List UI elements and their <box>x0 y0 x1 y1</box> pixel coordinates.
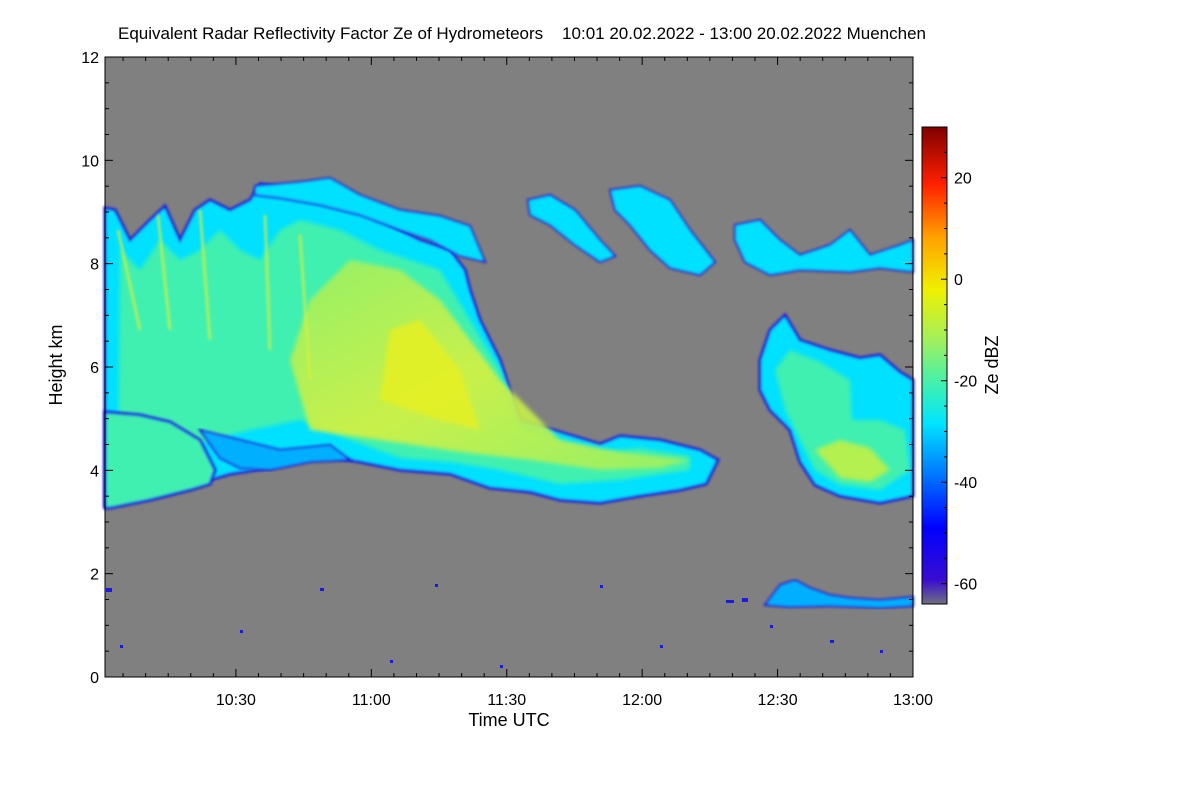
x-axis-label: Time UTC <box>468 710 549 730</box>
echo-main-cloud <box>103 182 720 509</box>
colorbar-label: Ze dBZ <box>982 335 1002 394</box>
colorbar-tick-label: 0 <box>954 272 963 289</box>
colorbar-ticks: 20 0 -20 -40 -60 <box>941 126 977 594</box>
y-tick-label: 4 <box>90 463 99 480</box>
x-tick-label: 13:00 <box>893 692 933 709</box>
x-tick-label: 12:00 <box>622 692 662 709</box>
y-tick-label: 12 <box>81 50 99 67</box>
y-tick-label: 6 <box>90 360 99 377</box>
chart-title: Equivalent Radar Reflectivity Factor Ze … <box>118 24 926 43</box>
echo-cirrus <box>254 176 914 277</box>
y-tick-label: 10 <box>81 153 99 170</box>
x-tick-label: 12:30 <box>758 692 798 709</box>
y-axis-label: Height km <box>46 324 66 405</box>
echo-low-level <box>106 578 914 668</box>
colorbar <box>921 126 948 605</box>
x-tick-label: 11:00 <box>352 692 391 709</box>
y-tick-label: 0 <box>90 670 99 687</box>
colorbar-tick-label: 20 <box>954 171 972 188</box>
x-axis: 10:30 11:00 11:30 12:00 12:30 13:00 <box>122 57 933 709</box>
y-axis: 0 2 4 6 8 10 12 <box>81 50 913 687</box>
y-tick-label: 2 <box>90 567 99 584</box>
x-tick-label: 11:30 <box>487 692 526 709</box>
echo-layer <box>103 176 915 668</box>
colorbar-tick-label: -20 <box>954 374 977 391</box>
echo-right-cloud <box>758 312 915 505</box>
colorbar-tick-label: -40 <box>954 475 977 492</box>
colorbar-tick-label: -60 <box>954 577 977 594</box>
echo-lower-band <box>103 410 353 510</box>
y-tick-label: 8 <box>90 257 99 274</box>
x-tick-label: 10:30 <box>216 692 256 709</box>
